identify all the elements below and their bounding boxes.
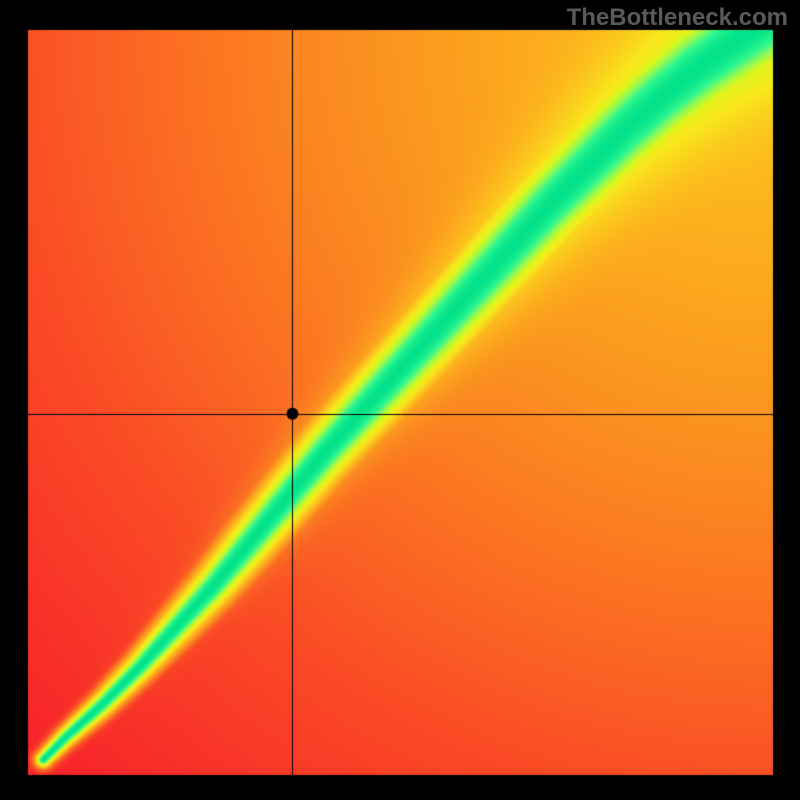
heatmap-canvas (0, 0, 800, 800)
chart-container: TheBottleneck.com (0, 0, 800, 800)
attribution-text: TheBottleneck.com (567, 4, 788, 32)
